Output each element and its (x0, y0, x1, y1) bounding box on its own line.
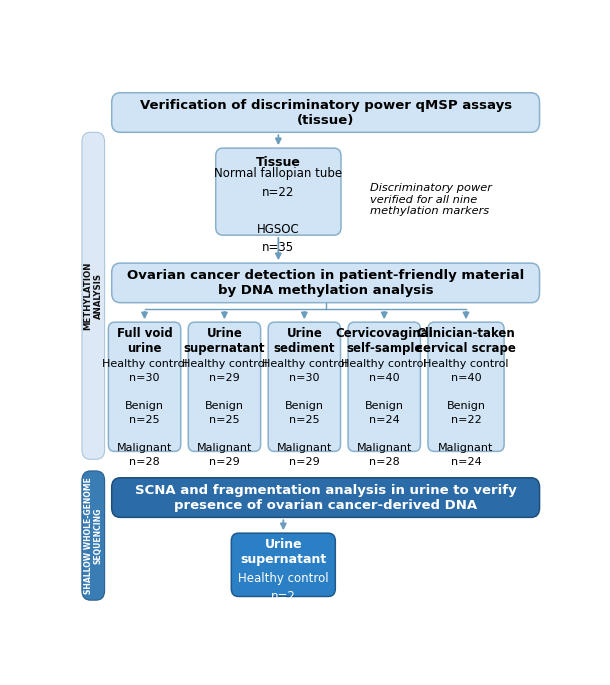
Text: Urine
sediment: Urine sediment (274, 327, 335, 356)
Text: Ovarian cancer detection in patient-friendly material
by DNA methylation analysi: Ovarian cancer detection in patient-frie… (127, 269, 524, 297)
Text: Healthy control
n=30

Benign
n=25

Malignant
n=28: Healthy control n=30 Benign n=25 Maligna… (102, 359, 187, 467)
Text: SHALLOW WHOLE-GENOME
SEQUENCING: SHALLOW WHOLE-GENOME SEQUENCING (84, 477, 103, 594)
Text: Full void
urine: Full void urine (117, 327, 173, 356)
FancyBboxPatch shape (82, 471, 105, 600)
FancyBboxPatch shape (428, 322, 504, 451)
Text: Healthy control
n=2

Malignant
n=23: Healthy control n=2 Malignant n=23 (238, 572, 329, 657)
Text: Discriminatory power
verified for all nine
methylation markers: Discriminatory power verified for all ni… (370, 183, 492, 216)
Text: Cervicovaginal
self-sample: Cervicovaginal self-sample (336, 327, 433, 356)
Text: Clinician-taken
cervical scrape: Clinician-taken cervical scrape (416, 327, 516, 356)
Text: Healthy control
n=30

Benign
n=25

Malignant
n=29: Healthy control n=30 Benign n=25 Maligna… (262, 359, 347, 467)
Text: Urine
supernatant: Urine supernatant (184, 327, 265, 356)
Text: Healthy control
n=40

Benign
n=24

Malignant
n=28: Healthy control n=40 Benign n=24 Maligna… (342, 359, 427, 467)
FancyBboxPatch shape (231, 533, 336, 597)
Text: METHYLATION
ANALYSIS: METHYLATION ANALYSIS (84, 262, 103, 330)
Text: Verification of discriminatory power qMSP assays
(tissue): Verification of discriminatory power qMS… (140, 99, 512, 127)
Text: SCNA and fragmentation analysis in urine to verify
presence of ovarian cancer-de: SCNA and fragmentation analysis in urine… (135, 484, 517, 512)
Text: Healthy control
n=40

Benign
n=22

Malignant
n=24: Healthy control n=40 Benign n=22 Maligna… (423, 359, 509, 467)
FancyBboxPatch shape (112, 92, 540, 132)
Text: Normal fallopian tube
n=22

HGSOC
n=35: Normal fallopian tube n=22 HGSOC n=35 (214, 167, 342, 254)
FancyBboxPatch shape (348, 322, 420, 451)
FancyBboxPatch shape (82, 132, 105, 460)
FancyBboxPatch shape (112, 478, 540, 517)
FancyBboxPatch shape (188, 322, 260, 451)
FancyBboxPatch shape (109, 322, 181, 451)
Text: Urine
supernatant: Urine supernatant (240, 538, 326, 566)
Text: Healthy control
n=29

Benign
n=25

Malignant
n=29: Healthy control n=29 Benign n=25 Maligna… (182, 359, 267, 467)
Text: Tissue: Tissue (256, 155, 301, 169)
FancyBboxPatch shape (268, 322, 340, 451)
FancyBboxPatch shape (112, 263, 540, 303)
FancyBboxPatch shape (216, 148, 341, 235)
